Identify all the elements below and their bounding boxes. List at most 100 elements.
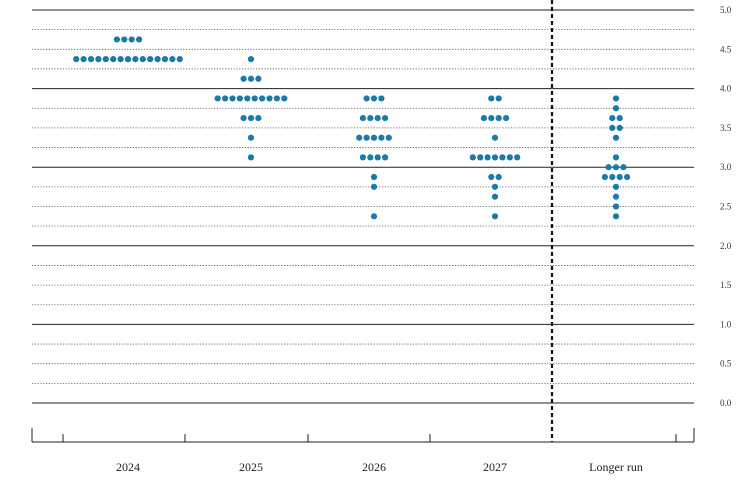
projection-dot bbox=[503, 114, 510, 122]
projection-dot bbox=[605, 164, 612, 171]
projection-dot bbox=[247, 56, 255, 63]
projection-dot bbox=[601, 173, 609, 181]
y-tick-label: 4.5 bbox=[720, 44, 732, 54]
projection-dot bbox=[367, 114, 374, 122]
y-tick-label: 0.0 bbox=[720, 398, 732, 408]
projection-dot bbox=[87, 56, 95, 63]
projection-dot bbox=[117, 56, 124, 63]
projection-dot bbox=[266, 95, 273, 102]
projection-dot bbox=[609, 173, 616, 181]
projection-dot bbox=[488, 114, 495, 122]
projection-dot bbox=[73, 56, 80, 63]
projection-dot bbox=[378, 134, 385, 141]
projection-dot bbox=[612, 95, 620, 102]
projection-dot bbox=[488, 95, 495, 102]
y-tick-label: 1.5 bbox=[720, 280, 732, 290]
projection-dot bbox=[363, 95, 370, 102]
projection-dot bbox=[229, 95, 236, 102]
projection-dot bbox=[240, 75, 247, 82]
projection-dot bbox=[169, 56, 176, 63]
projection-dot bbox=[616, 173, 623, 181]
projection-dot bbox=[363, 134, 370, 141]
y-tick-label: 2.5 bbox=[720, 202, 732, 212]
projection-dot bbox=[95, 56, 102, 63]
y-tick-label: 3.5 bbox=[720, 123, 732, 133]
projection-dot bbox=[506, 154, 513, 161]
projection-dot bbox=[247, 75, 255, 82]
projection-dot bbox=[612, 183, 620, 190]
projection-dot bbox=[147, 56, 154, 63]
y-tick-labels: 0.0 0.5 1.0 1.5 2.0 2.5 3.0 3.5 4.0 4.5 5.0 bbox=[720, 5, 732, 408]
projection-dot bbox=[370, 134, 378, 141]
projection-dot bbox=[491, 134, 499, 141]
projection-dot bbox=[236, 95, 243, 102]
gridlines bbox=[32, 9, 694, 404]
projection-dot bbox=[378, 95, 385, 102]
projection-dot bbox=[259, 95, 266, 102]
projection-dot bbox=[281, 95, 288, 102]
projection-dot bbox=[124, 56, 132, 63]
projection-dot bbox=[359, 154, 366, 161]
projection-dot bbox=[612, 193, 620, 200]
projection-dot bbox=[247, 154, 255, 161]
projection-dot bbox=[161, 56, 169, 63]
projection-dot bbox=[370, 213, 378, 220]
projection-dot bbox=[612, 213, 620, 220]
projection-dot bbox=[609, 114, 616, 122]
projection-dot bbox=[273, 95, 280, 102]
projection-dot bbox=[370, 95, 378, 102]
projection-dot bbox=[80, 56, 87, 63]
projection-dot bbox=[385, 134, 392, 141]
projection-dot bbox=[374, 154, 381, 161]
projection-dot bbox=[491, 154, 499, 161]
projection-dot bbox=[214, 95, 221, 102]
projection-dot bbox=[484, 154, 491, 161]
projection-dot bbox=[244, 95, 251, 102]
projection-dot bbox=[102, 56, 109, 63]
projection-dot bbox=[136, 36, 143, 43]
projection-dot bbox=[374, 114, 381, 122]
projection-dot bbox=[240, 114, 247, 122]
projection-dot bbox=[495, 173, 502, 181]
category-labels: 2024 2025 2026 2027 Longer run bbox=[116, 460, 643, 474]
projection-dot bbox=[247, 114, 255, 122]
projection-dot bbox=[612, 164, 620, 171]
projection-dot bbox=[113, 36, 120, 43]
projection-dot bbox=[367, 154, 374, 161]
projection-dot bbox=[514, 154, 521, 161]
projection-dot bbox=[609, 124, 616, 131]
y-tick-label: 3.0 bbox=[720, 162, 732, 172]
projection-dot bbox=[480, 114, 487, 122]
projection-dot bbox=[612, 203, 620, 210]
projection-dot bbox=[255, 75, 262, 82]
projection-dot bbox=[491, 213, 499, 220]
projection-dot bbox=[612, 154, 620, 161]
projection-dot bbox=[382, 114, 389, 122]
projection-dot bbox=[154, 56, 161, 63]
projection-dot bbox=[255, 114, 262, 122]
category-label: 2027 bbox=[483, 460, 507, 474]
projection-dot bbox=[356, 134, 363, 141]
projection-dot bbox=[139, 56, 146, 63]
projection-dot bbox=[121, 36, 128, 43]
projection-dot bbox=[382, 154, 389, 161]
projection-dot bbox=[359, 114, 366, 122]
projection-dot bbox=[176, 56, 183, 63]
category-label: 2026 bbox=[362, 460, 386, 474]
y-tick-label: 4.0 bbox=[720, 84, 732, 94]
projection-dot bbox=[247, 134, 255, 141]
category-label: 2024 bbox=[116, 460, 140, 474]
projection-dot bbox=[222, 95, 229, 102]
projection-dot bbox=[612, 105, 620, 112]
projection-dot bbox=[132, 56, 139, 63]
projection-dot bbox=[110, 56, 117, 63]
projection-dot bbox=[616, 124, 623, 131]
projection-dot bbox=[491, 183, 499, 190]
y-tick-label: 2.0 bbox=[720, 241, 732, 251]
projection-dot bbox=[495, 95, 502, 102]
category-label: Longer run bbox=[589, 460, 643, 474]
projection-dot bbox=[469, 154, 476, 161]
projection-dot bbox=[624, 173, 631, 181]
category-label: 2025 bbox=[239, 460, 263, 474]
